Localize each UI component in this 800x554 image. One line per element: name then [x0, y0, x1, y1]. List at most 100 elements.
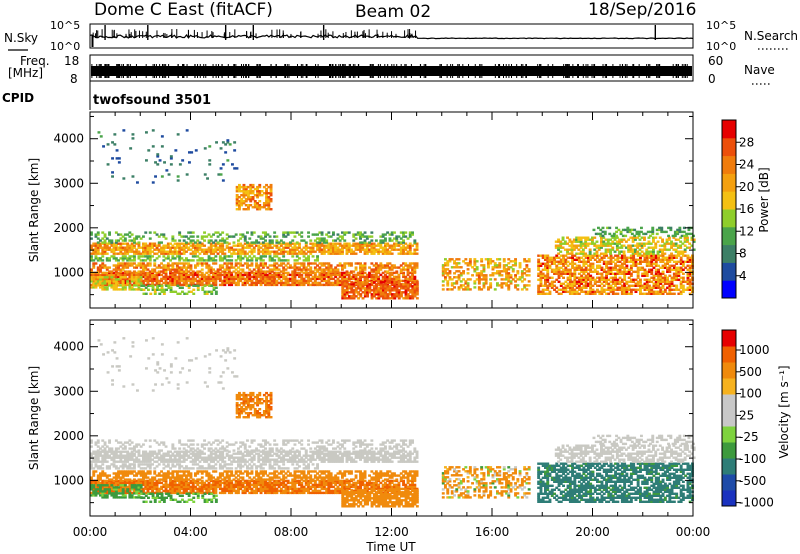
power-cell — [157, 266, 161, 269]
power-cell — [629, 246, 633, 249]
power-cell — [619, 230, 623, 234]
power-cell — [399, 268, 403, 271]
power-cell — [249, 196, 253, 199]
power-cell — [564, 288, 568, 291]
power-cell — [568, 268, 572, 271]
power-cell — [200, 262, 204, 265]
power-cell — [214, 262, 218, 265]
power-cell — [482, 276, 486, 279]
power-cell — [250, 248, 254, 251]
power-cell — [153, 270, 157, 273]
power-cell — [550, 258, 554, 261]
power-cell — [174, 290, 178, 293]
power-cell — [214, 270, 218, 273]
power-cell — [654, 264, 658, 267]
power-cell — [415, 266, 419, 269]
power-cell — [261, 237, 265, 240]
power-cell — [282, 250, 286, 253]
power-cell — [311, 246, 315, 249]
power-cell — [123, 286, 127, 289]
power-cell — [575, 264, 579, 267]
power-cell — [413, 295, 417, 298]
power-cell — [386, 242, 390, 245]
power-cell — [584, 242, 588, 245]
power-cell — [679, 280, 683, 283]
power-cell — [605, 260, 608, 263]
power-cell — [190, 151, 194, 154]
power-cell — [559, 242, 563, 245]
power-cell — [573, 278, 577, 281]
power-cell — [527, 260, 531, 263]
power-cell — [603, 232, 607, 236]
power-cell — [372, 281, 376, 284]
power-cell — [311, 281, 315, 285]
power-cell — [194, 149, 198, 152]
power-cell — [291, 231, 295, 234]
power-cell — [300, 283, 304, 287]
power-cell — [491, 272, 495, 275]
power-cell — [200, 277, 204, 281]
power-cell — [388, 279, 392, 283]
power-cell — [546, 256, 550, 259]
power-cell — [544, 254, 547, 257]
power-cell — [216, 268, 220, 271]
power-cell — [334, 273, 338, 277]
power-cell — [216, 248, 220, 251]
power-cell — [264, 235, 267, 238]
power-cell — [620, 278, 624, 281]
power-cell — [361, 271, 365, 275]
power-cell — [237, 262, 240, 265]
power-cell — [446, 260, 450, 263]
power-cell — [133, 281, 136, 285]
power-cell — [363, 271, 367, 275]
power-cell — [169, 273, 172, 277]
power-cell — [352, 283, 356, 286]
power-cell — [566, 270, 570, 273]
power-cell — [413, 266, 417, 269]
power-cell — [214, 277, 218, 281]
power-cell — [587, 284, 590, 287]
power-cell — [338, 242, 342, 245]
power-cell — [311, 242, 315, 245]
power-cell — [244, 194, 248, 197]
power-cell — [493, 278, 497, 281]
power-cell — [214, 239, 218, 242]
power-cell — [329, 248, 333, 251]
power-cell — [652, 256, 656, 259]
power-cell — [311, 244, 315, 247]
power-cell — [648, 280, 651, 283]
power-cell — [244, 208, 248, 211]
power-cell — [675, 254, 679, 257]
power-cell — [402, 268, 405, 271]
power-cell — [650, 268, 654, 271]
power-cell — [155, 248, 159, 251]
power-cell — [680, 230, 684, 234]
power-cell — [616, 264, 620, 267]
power-cell — [582, 290, 586, 293]
power-cell — [121, 239, 125, 242]
power-cell — [160, 270, 163, 273]
power-cell — [205, 271, 209, 275]
power-cell — [415, 264, 419, 267]
power-cell — [477, 282, 481, 285]
power-cell — [225, 277, 229, 281]
power-cell — [332, 248, 335, 251]
power-cell — [248, 283, 252, 287]
power-cell — [90, 255, 93, 258]
power-cell — [259, 262, 263, 265]
power-cell — [564, 260, 568, 263]
power-cell — [624, 234, 628, 238]
power-cell — [148, 277, 152, 281]
power-cell — [577, 276, 581, 279]
power-cell — [537, 274, 541, 277]
power-cell — [377, 295, 381, 298]
power-cell — [596, 264, 599, 267]
power-cell — [200, 279, 204, 283]
power-cell — [611, 290, 615, 293]
power-cell — [327, 244, 331, 247]
power-cell — [381, 275, 385, 279]
power-cell — [381, 246, 385, 249]
power-cell — [468, 278, 472, 281]
power-cell — [191, 275, 195, 279]
power-cell — [257, 246, 261, 249]
